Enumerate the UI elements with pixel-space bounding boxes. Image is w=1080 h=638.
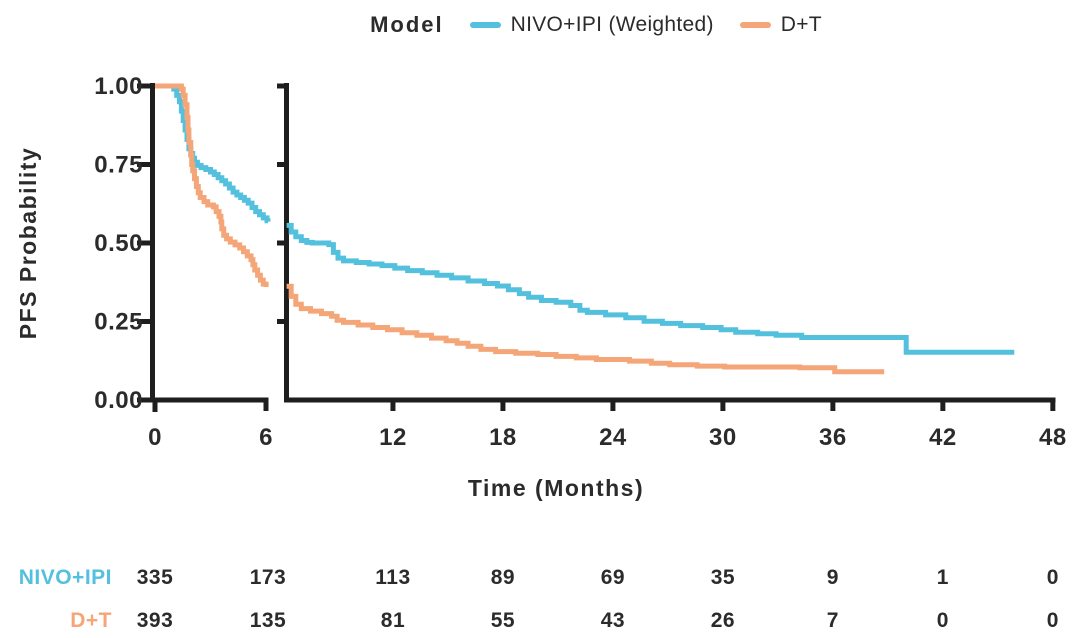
x-tick-label: 36 [819, 424, 847, 451]
x-tick-label: 6 [259, 424, 273, 451]
x-tick-label: 30 [709, 424, 737, 451]
x-axis-title: Time (Months) [468, 475, 644, 501]
risk-value: 0 [937, 609, 949, 632]
risk-value: 69 [601, 566, 625, 589]
legend: Model NIVO+IPI (Weighted) D+T [56, 12, 1080, 38]
legend-label-dt: D+T [780, 13, 822, 36]
x-tick-label: 42 [929, 424, 957, 451]
km-curve-d-t-panel2 [286, 283, 885, 375]
legend-swatch-nivo-ipi-icon [469, 22, 501, 28]
x-tick-label: 0 [148, 424, 162, 451]
risk-value: 9 [827, 566, 839, 589]
risk-value: 55 [491, 609, 515, 632]
risk-value: 0 [1047, 566, 1059, 589]
risk-value: 26 [711, 609, 735, 632]
risk-value: 43 [601, 609, 625, 632]
y-tick-label: 0.75 [94, 152, 143, 179]
risk-value: 335 [137, 566, 174, 589]
y-tick-label: 0.25 [94, 309, 143, 336]
km-curve-nivo-ipi-weighted--panel2 [286, 222, 1015, 355]
risk-value: 173 [250, 566, 287, 589]
km-curve-d-t-panel1 [155, 83, 269, 287]
y-axis-title: PFS Probability [15, 147, 41, 339]
y-tick-label: 1.00 [94, 73, 143, 100]
x-tick-label: 12 [379, 424, 407, 451]
risk-row-label: NIVO+IPI [19, 566, 112, 589]
risk-value: 1 [937, 566, 949, 589]
risk-row-label: D+T [70, 609, 112, 632]
risk-value: 35 [711, 566, 735, 589]
x-tick-label: 24 [599, 424, 627, 451]
risk-value: 0 [1047, 609, 1059, 632]
risk-value: 393 [137, 609, 174, 632]
x-tick-label: 48 [1039, 424, 1067, 451]
number-at-risk-table: NIVO+IPI 335 173 113 89 69 35 9 1 0 D+T 393 135 81 55 4… [19, 566, 1059, 632]
legend-title: Model [370, 12, 444, 37]
risk-value: 135 [250, 609, 287, 632]
risk-value: 81 [381, 609, 405, 632]
tick-labels: 1.00 0.75 0.50 0.25 0.000 6 12 18 24 30 36 42 48 [94, 73, 1066, 451]
risk-value: 113 [375, 566, 410, 589]
km-curve-nivo-ipi-weighted--panel1 [155, 83, 271, 224]
survival-curves [155, 83, 1015, 375]
legend-item-dt: D+T [739, 13, 822, 37]
y-tick-label: 0.50 [94, 230, 143, 257]
legend-label-nivo-ipi: NIVO+IPI (Weighted) [510, 13, 714, 36]
legend-swatch-dt-icon [739, 22, 771, 28]
risk-value: 89 [491, 566, 515, 589]
legend-item-nivo-ipi: NIVO+IPI (Weighted) [469, 13, 714, 37]
x-tick-label: 18 [489, 424, 517, 451]
risk-value: 7 [827, 609, 839, 632]
axes [137, 83, 1056, 412]
y-tick-label: 0.00 [94, 387, 143, 414]
